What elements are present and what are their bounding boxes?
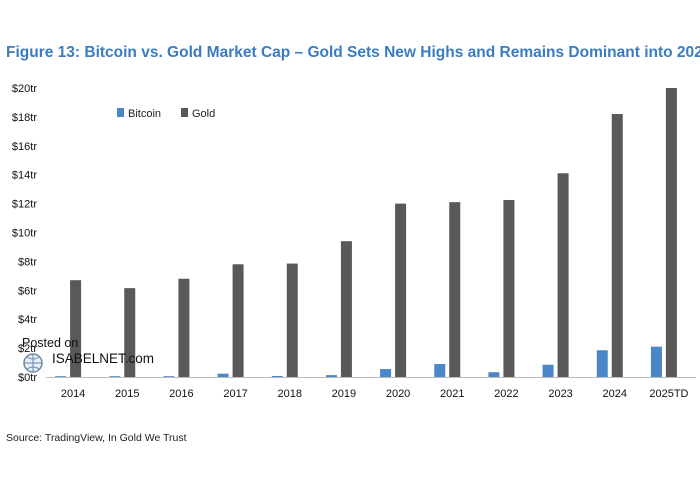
bar-gold-2020	[395, 203, 407, 377]
y-axis: $0tr $2tr $4tr $6tr $8tr $10tr $12tr $14tr $16tr…	[12, 83, 37, 384]
bar-gold-2018	[286, 263, 298, 377]
bar-gold-2024	[611, 114, 623, 377]
legend: Bitcoin Gold	[117, 108, 215, 120]
bar-bitcoin-2019	[325, 375, 337, 377]
x-axis: 2014 2015 2016 2017 2018 2019 2020 2021 2022 2023…	[61, 388, 689, 400]
bar-gold-2016	[178, 278, 190, 377]
bar-gold-2023	[557, 173, 569, 377]
bar-bitcoin-2018	[271, 375, 283, 377]
x-tick-label: 2014	[61, 388, 85, 400]
y-tick-label: $12tr	[12, 199, 37, 211]
watermark: Posted on ISABELNET.com	[22, 335, 154, 367]
bar-gold-2022	[503, 199, 515, 377]
legend-bitcoin-label: Bitcoin	[128, 108, 161, 120]
y-tick-label: $10tr	[12, 228, 37, 240]
y-tick-label: $14tr	[12, 170, 37, 182]
chart-title: Figure 13: Bitcoin vs. Gold Market Cap –…	[6, 44, 700, 61]
watermark-line1: Posted on	[22, 336, 79, 350]
y-tick-label: $6tr	[18, 285, 37, 297]
x-tick-label: 2021	[440, 388, 464, 400]
legend-bitcoin-swatch	[117, 108, 124, 117]
x-tick-label: 2019	[332, 388, 356, 400]
y-tick-label: $2tr	[18, 343, 37, 355]
x-tick-label: 2015	[115, 388, 139, 400]
bar-bitcoin-2023	[542, 364, 554, 377]
legend-gold-swatch	[181, 108, 188, 117]
bar-bitcoin-2015	[109, 376, 121, 377]
bar-bitcoin-2020	[380, 369, 392, 377]
bar-bitcoin-2025td	[650, 346, 662, 377]
x-tick-label: 2018	[278, 388, 302, 400]
bar-bitcoin-2022	[488, 372, 500, 377]
x-tick-label: 2017	[223, 388, 247, 400]
y-tick-label: $16tr	[12, 141, 37, 153]
bar-bitcoin-2014	[55, 376, 67, 377]
bar-chart: $0tr $2tr $4tr $6tr $8tr $10tr $12tr $14tr $16tr…	[12, 83, 696, 400]
bar-gold-2021	[449, 202, 461, 377]
globe-icon	[23, 353, 43, 373]
y-tick-label: $4tr	[18, 314, 37, 326]
bar-gold-2019	[340, 241, 352, 377]
source-note: Source: TradingView, In Gold We Trust	[6, 432, 187, 444]
bar-bitcoin-2021	[434, 363, 446, 377]
x-tick-label: 2020	[386, 388, 410, 400]
x-tick-label: 2022	[494, 388, 518, 400]
x-tick-label: 2016	[169, 388, 193, 400]
bar-series	[55, 88, 677, 377]
x-tick-label: 2024	[603, 388, 627, 400]
x-tick-label: 2023	[548, 388, 572, 400]
y-tick-label: $20tr	[12, 83, 37, 95]
bar-gold-2014	[70, 280, 82, 377]
y-tick-label: $18tr	[12, 112, 37, 124]
legend-gold-label: Gold	[192, 108, 215, 120]
x-tick-label: 2025TD	[649, 388, 688, 400]
bar-bitcoin-2024	[596, 350, 608, 377]
y-tick-label: $0tr	[18, 372, 37, 384]
bar-bitcoin-2016	[163, 376, 175, 377]
bar-gold-2015	[124, 288, 136, 377]
bar-gold-2017	[232, 264, 244, 377]
watermark-brand: ISABELNET.com	[52, 351, 155, 366]
bar-bitcoin-2017	[217, 373, 229, 377]
bar-gold-2025td	[665, 88, 677, 377]
y-tick-label: $8tr	[18, 256, 37, 268]
